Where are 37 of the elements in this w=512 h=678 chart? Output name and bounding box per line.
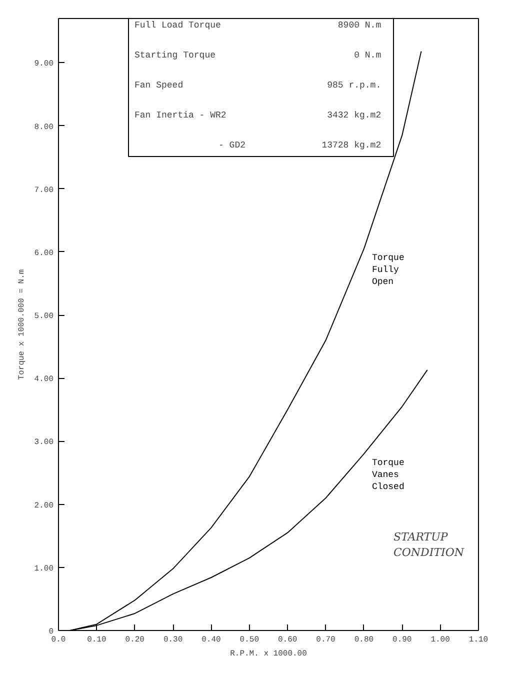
annotation: - GD2: [218, 140, 246, 150]
annotation: Full Load Torque: [134, 20, 221, 30]
x-tick-label: 0.70: [316, 636, 336, 644]
y-tick-label: 7.00: [34, 186, 54, 195]
annotation: 0 N.m: [354, 50, 382, 60]
annotation: 8900 N.m: [338, 20, 382, 30]
x-tick-label: 1.10: [468, 636, 488, 644]
y-tick-label: 1.00: [34, 564, 54, 574]
x-tick-label: 0.40: [202, 636, 222, 644]
x-tick-label: 0.60: [278, 636, 298, 644]
x-tick-label: 0.10: [87, 636, 106, 644]
y-tick-label: 4.00: [34, 375, 54, 384]
x-tick-label: 0.80: [354, 636, 374, 644]
x-axis-title: R.P.M. x 1000.00: [230, 650, 308, 658]
y-tick-label: 6.00: [34, 248, 54, 258]
y-axis-title: Torque x 1000.000 = N.m: [17, 269, 26, 380]
annotation: Fan Inertia - WR2: [134, 110, 226, 120]
x-tick-label: 0.50: [240, 636, 260, 644]
annotation: 3432 kg.m2: [327, 110, 382, 120]
annotation: STARTUP CONDITION: [394, 530, 464, 560]
series-label: Torque Fully Open: [372, 252, 404, 287]
annotation: Starting Torque: [134, 50, 216, 60]
y-tick-label: 8.00: [34, 122, 54, 132]
x-tick-label: 0.0: [51, 636, 66, 644]
annotation: 985 r.p.m.: [327, 80, 382, 90]
x-tick-label: 0.30: [163, 636, 183, 644]
series-label: Torque Vanes Closed: [372, 458, 404, 492]
annotation: Fan Speed: [134, 80, 184, 90]
y-tick-label: 2.00: [34, 501, 54, 510]
x-tick-label: 0.90: [392, 636, 412, 644]
x-tick-label: 1.00: [430, 636, 450, 644]
y-tick-label: 9.00: [34, 60, 54, 69]
y-tick-label: 3.00: [34, 438, 54, 448]
y-tick-label: 0: [48, 628, 54, 636]
y-tick-label: 5.00: [34, 312, 54, 322]
x-tick-label: 0.20: [125, 636, 145, 644]
annotation: 13728 kg.m2: [322, 140, 382, 150]
